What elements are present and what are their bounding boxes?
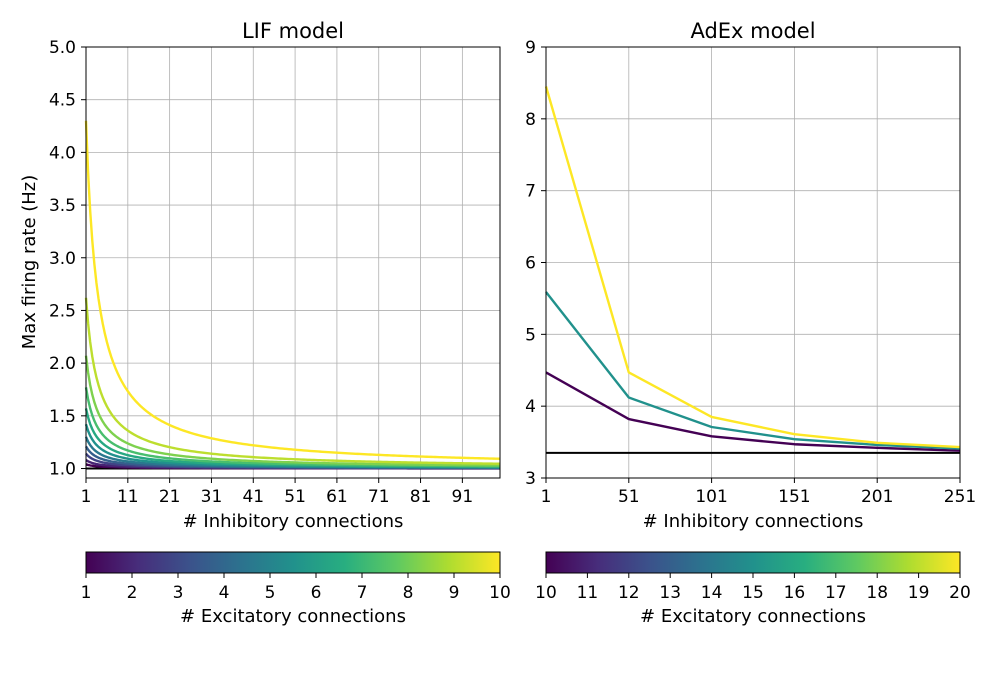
adex-xlabel: # Inhibitory connections — [643, 511, 864, 532]
lif-xlabel: # Inhibitory connections — [183, 511, 404, 532]
lif-panel: LIF model 1 11 21 31 41 51 61 71 81 911.01.52.02.… — [19, 19, 511, 627]
lif-xtick-label: 51 — [284, 487, 306, 507]
lif-ytick-label: 1.0 — [49, 460, 76, 480]
lif-series-line — [84, 120, 501, 460]
lif-xtick-label: 61 — [326, 487, 348, 507]
lif-xtick-label: 81 — [410, 487, 432, 507]
adex-colorbar — [545, 551, 961, 574]
lif-colorbar-tick-label: 3 — [173, 583, 184, 603]
lif-ytick-label: 1.5 — [49, 407, 76, 427]
adex-xtick-label: 151 — [778, 487, 810, 507]
adex-colorbar-tick-label: 16 — [784, 583, 806, 603]
lif-colorbar-tick-label: 10 — [489, 583, 511, 603]
adex-ytick-label: 5 — [525, 325, 536, 345]
adex-ytick-label: 6 — [525, 254, 536, 274]
lif-ytick-label: 5.0 — [49, 38, 76, 58]
lif-colorbar-tick-label: 9 — [449, 583, 460, 603]
adex-colorbar-tick-label: 15 — [742, 583, 764, 603]
lif-colorbar-tick-label: 7 — [357, 583, 368, 603]
lif-colorbar-tick-label: 1 — [81, 583, 92, 603]
adex-series-line — [544, 86, 961, 449]
adex-ytick-label: 9 — [525, 38, 536, 58]
lif-ytick-label: 2.0 — [49, 354, 76, 374]
adex-colorbar-label: # Excitatory connections — [640, 606, 866, 627]
lif-ticks: 1 11 21 31 41 51 61 71 81 911.01.52.02.53.03.54.0… — [49, 38, 473, 507]
lif-xtick-label: 1 — [81, 487, 92, 507]
adex-colorbar-tick-label: 14 — [701, 583, 723, 603]
adex-axes-frame — [545, 46, 961, 479]
adex-series — [544, 86, 961, 454]
lif-series-line — [84, 297, 501, 465]
adex-colorbar-tick-label: 12 — [618, 583, 640, 603]
lif-series-line — [84, 423, 500, 469]
lif-xtick-label: 71 — [368, 487, 390, 507]
lif-xtick-label: 91 — [452, 487, 474, 507]
lif-ytick-label: 4.5 — [49, 91, 76, 111]
adex-colorbar-ticks: 10 11 12 13 14 15 16 17 18 19 20 — [535, 573, 971, 603]
lif-colorbar-tick-label: 4 — [219, 583, 230, 603]
adex-gridlines — [545, 46, 961, 479]
lif-series-line — [84, 355, 501, 467]
adex-xtick-label: 251 — [944, 487, 976, 507]
lif-colorbar-ticks: 1 2 3 4 5 6 7 8 9 10 — [81, 573, 511, 603]
adex-colorbar-tick-label: 17 — [825, 583, 847, 603]
lif-colorbar-label: # Excitatory connections — [180, 606, 406, 627]
adex-xtick-label: 201 — [861, 487, 893, 507]
adex-colorbar-tick-label: 11 — [577, 583, 599, 603]
lif-ytick-label: 4.0 — [49, 143, 76, 163]
adex-series-line — [545, 291, 961, 450]
adex-xtick-label: 1 — [541, 487, 552, 507]
lif-title: LIF model — [242, 19, 344, 43]
lif-colorbar — [85, 551, 501, 574]
lif-xtick-label: 21 — [159, 487, 181, 507]
lif-colorbar-tick-label: 8 — [403, 583, 414, 603]
adex-series-line — [545, 371, 961, 452]
adex-xtick-label: 101 — [695, 487, 727, 507]
lif-colorbar-tick-label: 5 — [265, 583, 276, 603]
lif-ytick-label: 2.5 — [49, 301, 76, 321]
lif-colorbar-tick-label: 2 — [127, 583, 138, 603]
lif-xtick-label: 31 — [201, 487, 223, 507]
adex-colorbar-tick-label: 10 — [535, 583, 557, 603]
adex-xtick-label: 51 — [618, 487, 640, 507]
lif-series-line — [84, 387, 501, 468]
lif-ytick-label: 3.5 — [49, 196, 76, 216]
lif-axes-frame — [85, 46, 501, 479]
adex-ytick-label: 8 — [525, 110, 536, 130]
lif-xtick-label: 11 — [117, 487, 139, 507]
adex-colorbar-tick-label: 13 — [659, 583, 681, 603]
lif-ylabel: Max firing rate (Hz) — [19, 175, 40, 350]
lif-ytick-label: 3.0 — [49, 249, 76, 269]
lif-xtick-label: 41 — [242, 487, 264, 507]
adex-title: AdEx model — [690, 19, 815, 43]
adex-ytick-label: 3 — [525, 469, 536, 489]
adex-colorbar-tick-label: 20 — [949, 583, 971, 603]
lif-series — [84, 120, 501, 470]
lif-colorbar-tick-label: 6 — [311, 583, 322, 603]
adex-ytick-label: 7 — [525, 182, 536, 202]
adex-ytick-label: 4 — [525, 397, 536, 417]
adex-colorbar-tick-label: 18 — [866, 583, 888, 603]
adex-colorbar-tick-label: 19 — [908, 583, 930, 603]
